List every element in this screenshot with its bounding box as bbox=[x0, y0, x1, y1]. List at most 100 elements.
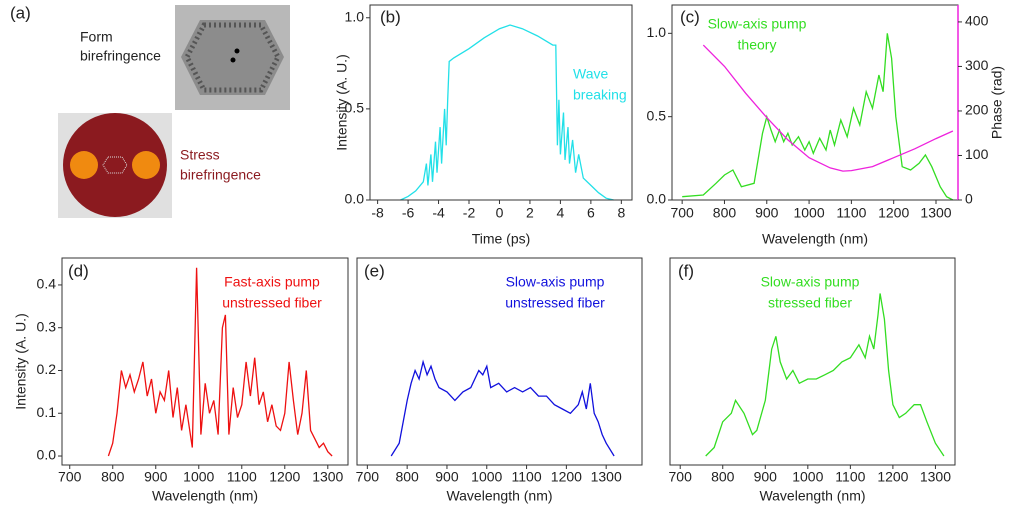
y-tick-label: 0.0 bbox=[647, 191, 667, 207]
annotation: breaking bbox=[573, 87, 627, 103]
x-tick-label: 700 bbox=[669, 469, 693, 485]
core-hole bbox=[234, 48, 240, 54]
panel: 700 800 900 1000 1100 1200 1300 0.0 0.5 1.0 0 100 20… bbox=[647, 4, 1005, 247]
x-tick-label: 4 bbox=[557, 205, 565, 221]
x-tick-label: 700 bbox=[58, 469, 82, 485]
annotation: unstressed fiber bbox=[505, 295, 605, 311]
x-axis-title: Time (ps) bbox=[472, 231, 531, 247]
x-tick-label: 800 bbox=[101, 469, 125, 485]
caption-line: Form bbox=[80, 29, 113, 45]
y-tick-label: 0.0 bbox=[37, 447, 57, 463]
x-tick-label: 900 bbox=[754, 469, 778, 485]
plot-frame bbox=[61, 257, 349, 466]
x-tick-label: -8 bbox=[371, 205, 384, 221]
annotation: Slow-axis pump bbox=[708, 16, 807, 32]
plot-frame bbox=[356, 257, 643, 466]
x-tick-label: 800 bbox=[711, 469, 735, 485]
y2-tick-label: 100 bbox=[965, 146, 989, 162]
y2-tick-label: 0 bbox=[965, 191, 973, 207]
x-tick-label: 1200 bbox=[269, 469, 300, 485]
data-line bbox=[702, 44, 954, 172]
panel-label: (b) bbox=[380, 7, 401, 26]
y2-tick-label: 300 bbox=[965, 57, 989, 73]
annotation: unstressed fiber bbox=[222, 295, 322, 311]
annotation: Wave bbox=[573, 66, 608, 82]
x-tick-label: 1200 bbox=[877, 469, 908, 485]
annotation: stressed fiber bbox=[768, 295, 852, 311]
x-tick-label: 700 bbox=[356, 469, 380, 485]
y2-axis-title: Phase (rad) bbox=[989, 66, 1005, 139]
data-line bbox=[400, 24, 614, 201]
annotation: Slow-axis pump bbox=[761, 274, 860, 290]
annotation: Fast-axis pump bbox=[224, 274, 320, 290]
y2-tick-label: 400 bbox=[965, 13, 989, 29]
y-tick-label: 1.0 bbox=[647, 24, 667, 40]
caption-line: birefringence bbox=[80, 48, 161, 64]
x-tick-label: 900 bbox=[144, 469, 168, 485]
panel-label: (c) bbox=[680, 7, 700, 26]
x-tick-label: 1000 bbox=[792, 469, 823, 485]
plot-frame bbox=[671, 4, 959, 201]
hole-pattern bbox=[184, 22, 281, 93]
caption-line: birefringence bbox=[180, 167, 261, 183]
x-tick-label: 1100 bbox=[512, 469, 542, 485]
y2-tick-label: 200 bbox=[965, 102, 989, 118]
caption-line: Stress bbox=[180, 147, 220, 163]
x-tick-label: 1300 bbox=[920, 205, 951, 221]
data-line bbox=[107, 267, 333, 457]
panel-a: (a) Form birefringence Stress birefringe… bbox=[10, 3, 290, 218]
annotation: theory bbox=[738, 37, 777, 53]
panel-label: (a) bbox=[10, 3, 31, 22]
y-tick-label: 0.5 bbox=[647, 107, 667, 123]
x-tick-label: 1000 bbox=[793, 205, 824, 221]
panel: 700 800 900 1000 1100 1200 1300 0.0 0.1 0.2 0.3 0.4… bbox=[13, 257, 349, 504]
x-tick-label: 1200 bbox=[551, 469, 582, 485]
core-hole bbox=[230, 57, 236, 63]
stress-rod bbox=[132, 151, 160, 179]
panel: 700 800 900 1000 1100 1200 1300 Wavelength (nm)… bbox=[669, 257, 956, 504]
x-tick-label: 1200 bbox=[878, 205, 909, 221]
x-tick-label: 800 bbox=[395, 469, 419, 485]
data-line bbox=[390, 359, 615, 457]
plot-frame bbox=[369, 4, 633, 201]
x-tick-label: 0 bbox=[496, 205, 504, 221]
x-axis-title: Wavelength (nm) bbox=[759, 488, 865, 504]
x-tick-label: 8 bbox=[617, 205, 625, 221]
y-axis-title: Intensity (A. U.) bbox=[13, 313, 29, 409]
y-tick-label: 0.1 bbox=[37, 404, 57, 420]
x-tick-label: 2 bbox=[526, 205, 534, 221]
x-tick-label: 1300 bbox=[920, 469, 951, 485]
x-tick-label: 700 bbox=[670, 205, 694, 221]
x-tick-label: -4 bbox=[432, 205, 445, 221]
x-tick-label: -2 bbox=[463, 205, 476, 221]
plot-frame bbox=[669, 257, 956, 466]
data-line bbox=[682, 33, 954, 201]
x-tick-label: 1100 bbox=[227, 469, 257, 485]
x-tick-label: -6 bbox=[402, 205, 415, 221]
panel-label: (d) bbox=[68, 261, 89, 280]
x-tick-label: 900 bbox=[755, 205, 779, 221]
annotation: Slow-axis pump bbox=[506, 274, 605, 290]
stress-rod bbox=[70, 151, 98, 179]
y-tick-label: 0.3 bbox=[37, 318, 57, 334]
x-axis-title: Wavelength (nm) bbox=[152, 488, 258, 504]
fiber-cladding bbox=[63, 113, 167, 217]
x-tick-label: 1000 bbox=[471, 469, 502, 485]
y-tick-label: 0.2 bbox=[37, 361, 57, 377]
x-tick-label: 1000 bbox=[183, 469, 214, 485]
panel-label: (f) bbox=[678, 261, 694, 280]
x-tick-label: 800 bbox=[713, 205, 737, 221]
x-tick-label: 900 bbox=[435, 469, 459, 485]
y-tick-label: 0.0 bbox=[345, 191, 365, 207]
panel: 700 800 900 1000 1100 1200 1300 Wavelength (nm)… bbox=[356, 257, 643, 504]
x-tick-label: 6 bbox=[587, 205, 595, 221]
x-tick-label: 1300 bbox=[591, 469, 622, 485]
data-line bbox=[705, 293, 945, 457]
x-axis-title: Wavelength (nm) bbox=[446, 488, 552, 504]
x-axis-title: Wavelength (nm) bbox=[762, 231, 868, 247]
core-region bbox=[102, 156, 128, 174]
y-tick-label: 0.5 bbox=[345, 100, 365, 116]
y-tick-label: 1.0 bbox=[345, 8, 365, 24]
panel-label: (e) bbox=[364, 261, 385, 280]
